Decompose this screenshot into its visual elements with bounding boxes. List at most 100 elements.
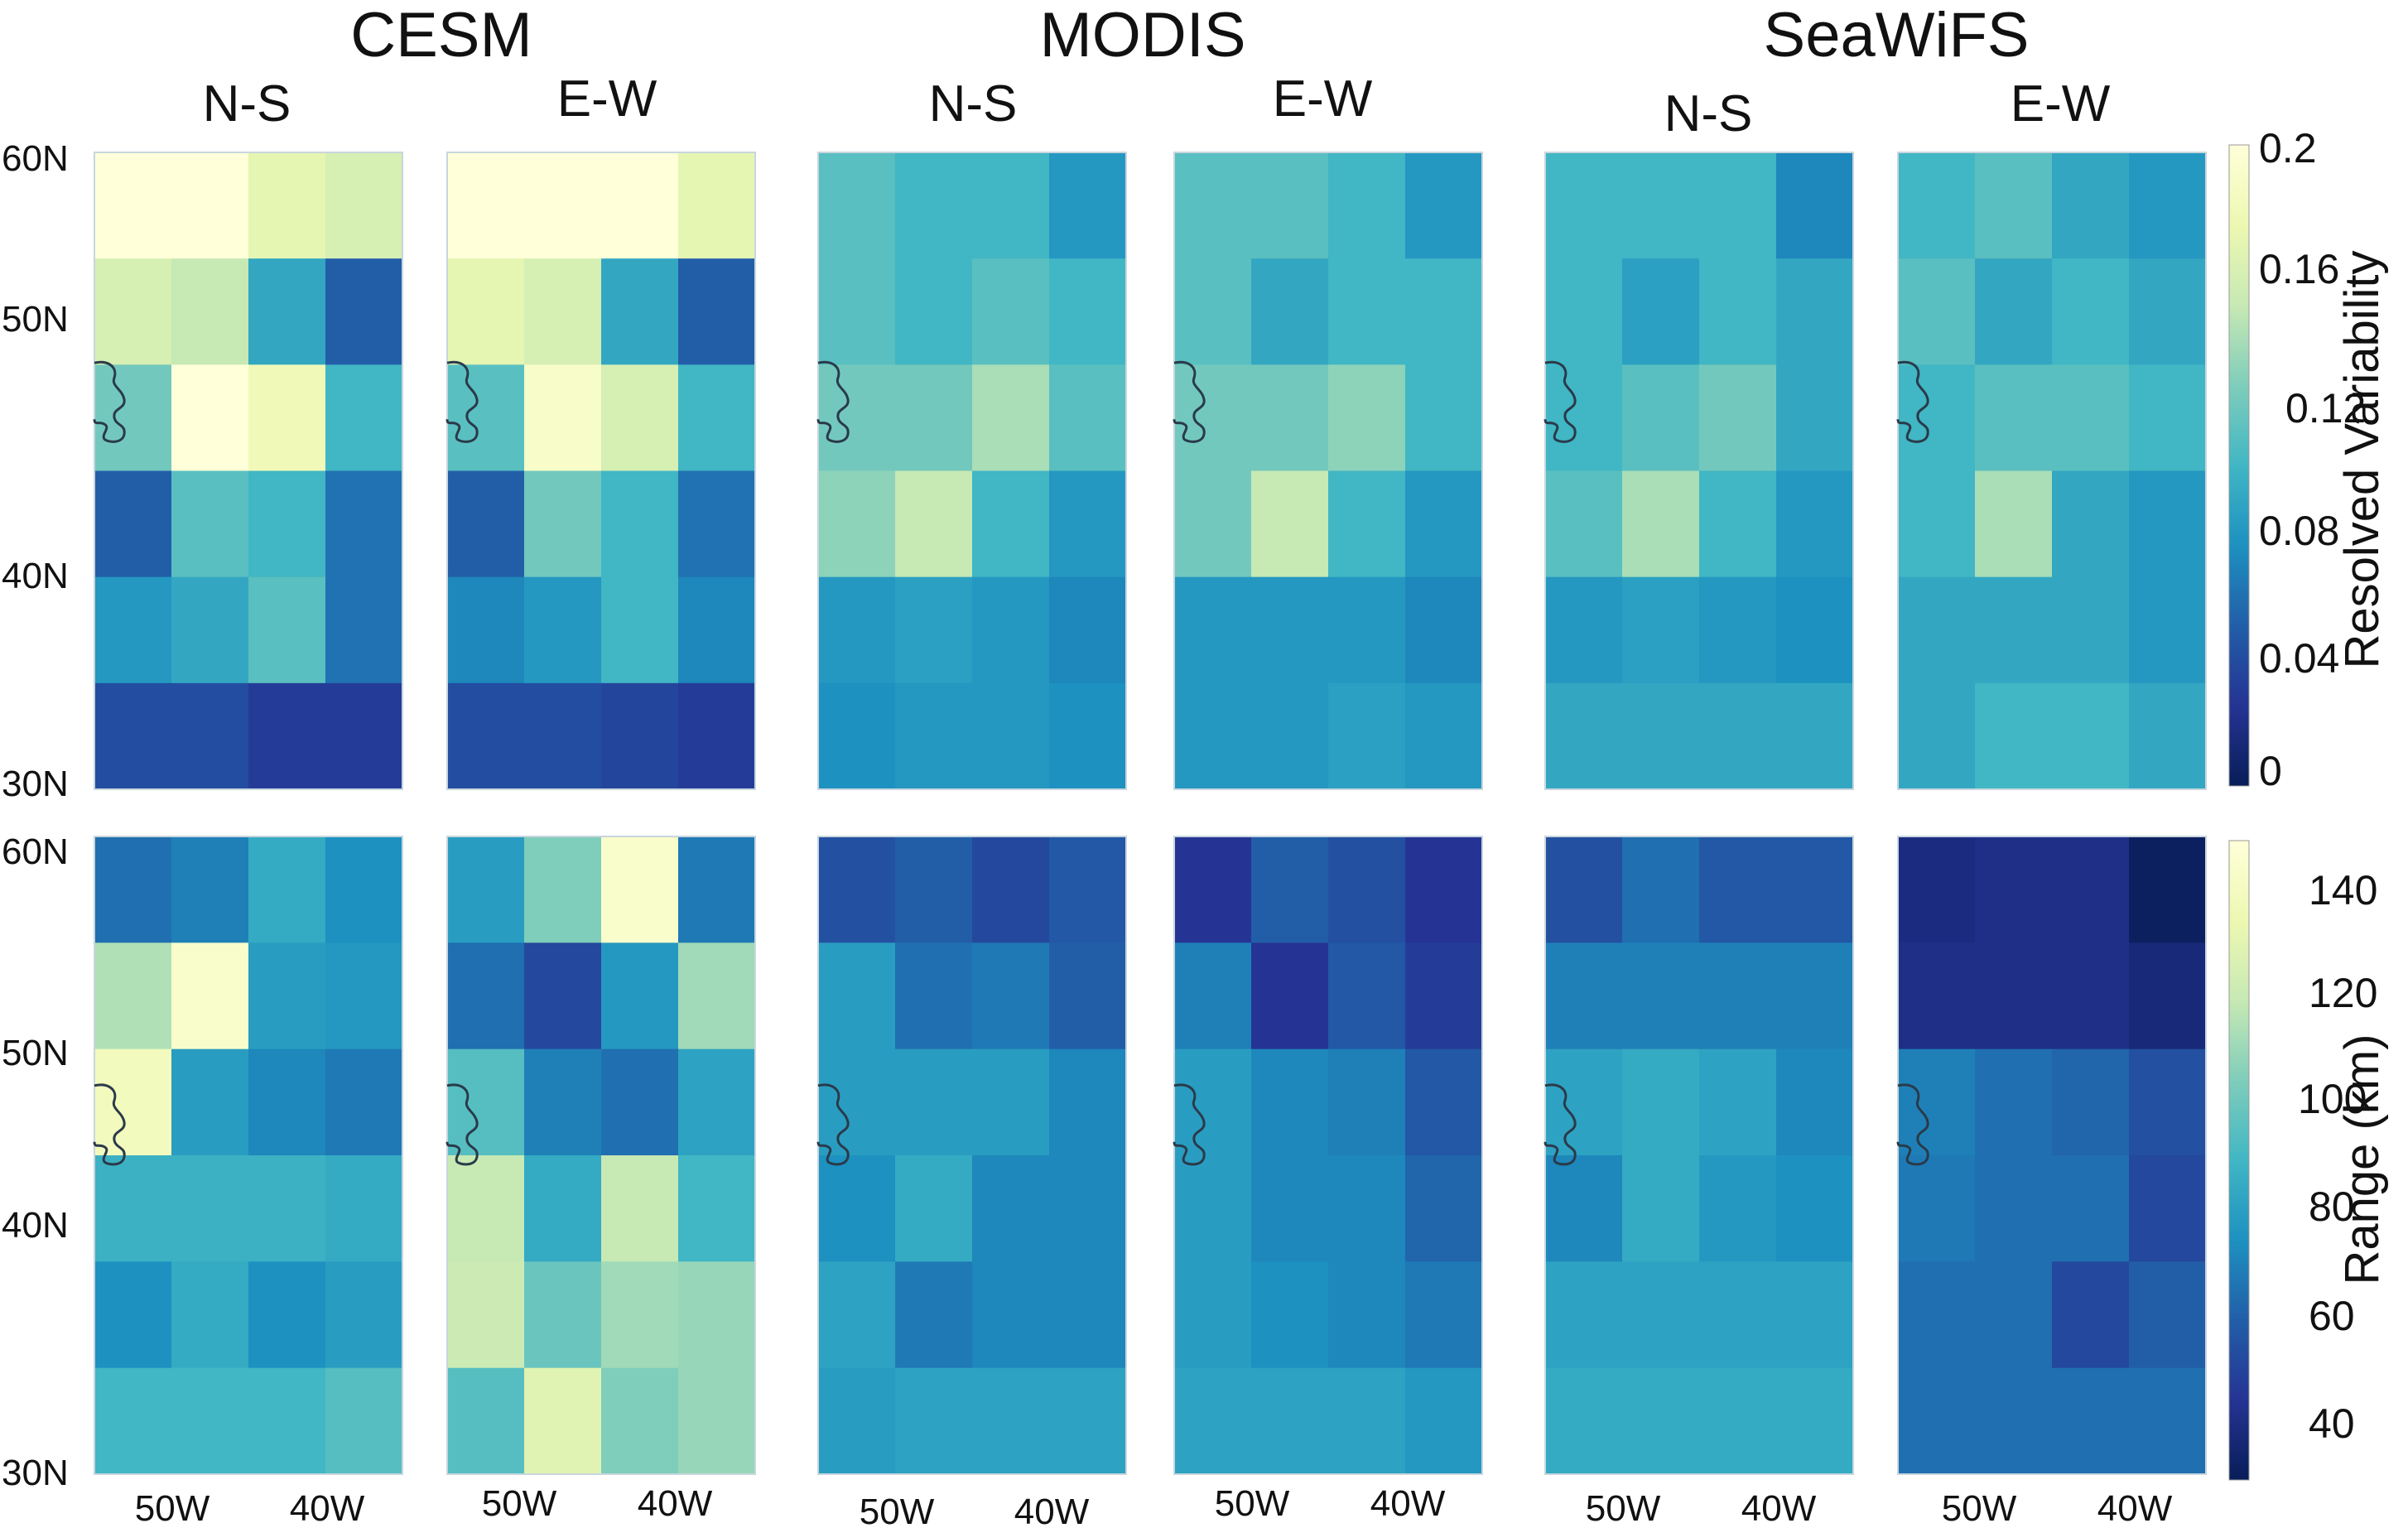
panel-bottom-modis-ew-cell-r2-c2 <box>1328 1048 1406 1156</box>
panel-top-cesm-ns-cell-r5-c0 <box>94 682 172 790</box>
panel-bottom-modis-ns-frame <box>817 836 1127 1475</box>
panel-bottom-seawifs-ns-cell-r2-c3 <box>1776 1048 1854 1156</box>
panel-top-modis-ns-cell-r4-c3 <box>1049 576 1127 684</box>
panel-top-seawifs-ew-cell-r3-c2 <box>2052 470 2130 578</box>
panel-top-seawifs-ew-cell-r5-c1 <box>1975 682 2053 790</box>
panel-bottom-cesm-ew-cell-r3-c0 <box>447 1155 525 1262</box>
group-title-cesm: CESM <box>350 0 532 70</box>
panel-bottom-seawifs-ew-cell-r5-c0 <box>1898 1367 1976 1475</box>
panel-bottom-cesm-ns-frame <box>94 836 403 1475</box>
panel-bottom-seawifs-ns-frame <box>1544 836 1854 1475</box>
colorbar-top-tick-0: 0.2 <box>2259 125 2317 171</box>
panel-bottom-seawifs-ns-cell-r5-c2 <box>1699 1367 1777 1475</box>
colorbar-bottom-label: Range (km) <box>2335 1034 2389 1285</box>
panel-top-seawifs-ew-cell-r3-c3 <box>2129 470 2207 578</box>
panel-bottom-seawifs-ew-cell-r4-c3 <box>2129 1261 2207 1369</box>
lon-tick-cesm-ns-40w: 40W <box>290 1488 365 1528</box>
panel-bottom-seawifs-ew-cell-r4-c1 <box>1975 1261 2053 1369</box>
panel-top-seawifs-ns-cell-r4-c1 <box>1622 576 1700 684</box>
panel-top-cesm-ns-cell-r1-c3 <box>325 258 403 365</box>
panel-top-modis-ew-cell-r3-c1 <box>1251 470 1329 578</box>
panel-top-seawifs-ns-cell-r2-c3 <box>1776 364 1854 472</box>
subplot-title-cesm-ew: E-W <box>557 70 657 128</box>
panel-bottom-seawifs-ns <box>1544 836 1854 1475</box>
panel-top-modis-ew-cell-r5-c3 <box>1405 682 1483 790</box>
panel-top-modis-ns-cell-r2-c1 <box>895 364 973 472</box>
panel-bottom-seawifs-ew-cell-r1-c0 <box>1898 942 1976 1050</box>
panel-top-modis-ew-cell-r5-c2 <box>1328 682 1406 790</box>
panel-top-seawifs-ew-cell-r1-c0 <box>1898 258 1976 365</box>
panel-bottom-cesm-ns-cell-r3-c2 <box>248 1155 326 1262</box>
colorbar-top-label: Resolved Variability <box>2335 250 2389 668</box>
panel-bottom-seawifs-ew-cell-r3-c0 <box>1898 1155 1976 1262</box>
panel-bottom-cesm-ns-cell-r0-c0 <box>94 836 172 943</box>
lon-tick-modis-ns-50w: 50W <box>860 1492 935 1528</box>
panel-top-seawifs-ns-cell-r5-c3 <box>1776 682 1854 790</box>
panel-top-seawifs-ns-cell-r5-c0 <box>1545 682 1623 790</box>
panel-top-cesm-ew-coastline <box>445 360 479 443</box>
panel-bottom-modis-ew-cell-r1-c3 <box>1405 942 1483 1050</box>
panel-top-cesm-ns-cell-r4-c2 <box>248 576 326 684</box>
panel-bottom-cesm-ns-cell-r3-c3 <box>325 1155 403 1262</box>
panel-top-seawifs-ew-cell-r5-c2 <box>2052 682 2130 790</box>
panel-top-seawifs-ew-cell-r2-c2 <box>2052 364 2130 472</box>
panel-top-cesm-ns-cell-r2-c3 <box>325 364 403 472</box>
panel-top-cesm-ns-cell-r3-c2 <box>248 470 326 578</box>
panel-bottom-modis-ns-cell-r3-c1 <box>895 1155 973 1262</box>
panel-bottom-modis-ew-cell-r4-c1 <box>1251 1261 1329 1369</box>
panel-top-seawifs-ew-cell-r4-c0 <box>1898 576 1976 684</box>
panel-top-modis-ns-cell-r3-c1 <box>895 470 973 578</box>
panel-bottom-cesm-ns-cell-r0-c2 <box>248 836 326 943</box>
panel-top-cesm-ns-cell-r2-c1 <box>171 364 249 472</box>
panel-bottom-cesm-ns-coastline <box>93 1083 126 1166</box>
colorbar-bottom <box>2228 840 2250 1481</box>
panel-bottom-modis-ns-cell-r0-c1 <box>895 836 973 943</box>
panel-top-seawifs-ew <box>1896 152 2207 790</box>
panel-top-seawifs-ns-cell-r4-c2 <box>1699 576 1777 684</box>
panel-bottom-modis-ew-cell-r1-c2 <box>1328 942 1406 1050</box>
panel-top-seawifs-ns-cell-r2-c1 <box>1622 364 1700 472</box>
panel-top-cesm-ns <box>93 152 403 790</box>
panel-bottom-cesm-ns-cell-r4-c1 <box>171 1261 249 1369</box>
panel-bottom-modis-ns-cell-r1-c3 <box>1049 942 1127 1050</box>
panel-bottom-seawifs-ns-cell-r2-c1 <box>1622 1048 1700 1156</box>
panel-top-seawifs-ns-cell-r1-c3 <box>1776 258 1854 365</box>
panel-bottom-modis-ns-cell-r5-c1 <box>895 1367 973 1475</box>
panel-bottom-modis-ew-cell-r3-c1 <box>1251 1155 1329 1262</box>
panel-top-seawifs-ew-cell-r5-c0 <box>1898 682 1976 790</box>
panel-bottom-cesm-ns-cell-r0-c1 <box>171 836 249 943</box>
panel-bottom-cesm-ew-cell-r4-c2 <box>601 1261 679 1369</box>
panel-bottom-cesm-ew-cell-r5-c3 <box>678 1367 756 1475</box>
panel-bottom-seawifs-ew-cell-r2-c2 <box>2052 1048 2130 1156</box>
panel-bottom-cesm-ew-cell-r3-c3 <box>678 1155 756 1262</box>
panel-top-cesm-ns-cell-r4-c3 <box>325 576 403 684</box>
panel-top-seawifs-ew-cell-r0-c0 <box>1898 152 1976 259</box>
panel-top-seawifs-ew-cell-r2-c1 <box>1975 364 2053 472</box>
panel-bottom-seawifs-ew-cell-r4-c2 <box>2052 1261 2130 1369</box>
panel-bottom-seawifs-ns-cell-r5-c3 <box>1776 1367 1854 1475</box>
panel-bottom-cesm-ns-cell-r1-c2 <box>248 942 326 1050</box>
panel-bottom-seawifs-ns-cell-r2-c0 <box>1545 1048 1623 1156</box>
panel-top-cesm-ns-cell-r0-c2 <box>248 152 326 259</box>
panel-bottom-seawifs-ew-cell-r3-c1 <box>1975 1155 2053 1262</box>
panel-bottom-modis-ns-cell-r3-c0 <box>818 1155 896 1262</box>
panel-bottom-seawifs-ns-cell-r3-c1 <box>1622 1155 1700 1262</box>
lat-tick-bottom-30n: 30N <box>2 1453 69 1493</box>
panel-bottom-seawifs-ew-cell-r5-c3 <box>2129 1367 2207 1475</box>
colorbar-bottom-tick-3: 80 <box>2309 1183 2355 1230</box>
panel-top-seawifs-ew-cell-r1-c2 <box>2052 258 2130 365</box>
panel-bottom-seawifs-ew-cell-r0-c2 <box>2052 836 2130 943</box>
panel-top-cesm-ew-cell-r4-c1 <box>524 576 602 684</box>
group-title-modis: MODIS <box>1039 0 1245 70</box>
lat-tick-top-40n: 40N <box>2 556 69 596</box>
panel-top-modis-ew-frame <box>1173 152 1483 790</box>
panel-bottom-cesm-ew-cell-r0-c3 <box>678 836 756 943</box>
panel-top-seawifs-ns-cell-r1-c2 <box>1699 258 1777 365</box>
panel-bottom-cesm-ew-coastline <box>445 1083 479 1166</box>
panel-bottom-seawifs-ew-cell-r3-c2 <box>2052 1155 2130 1262</box>
panel-bottom-modis-ew-cell-r4-c3 <box>1405 1261 1483 1369</box>
panel-top-modis-ew-cell-r0-c2 <box>1328 152 1406 259</box>
panel-top-modis-ew-cell-r0-c0 <box>1174 152 1252 259</box>
panel-bottom-modis-ew-cell-r1-c1 <box>1251 942 1329 1050</box>
